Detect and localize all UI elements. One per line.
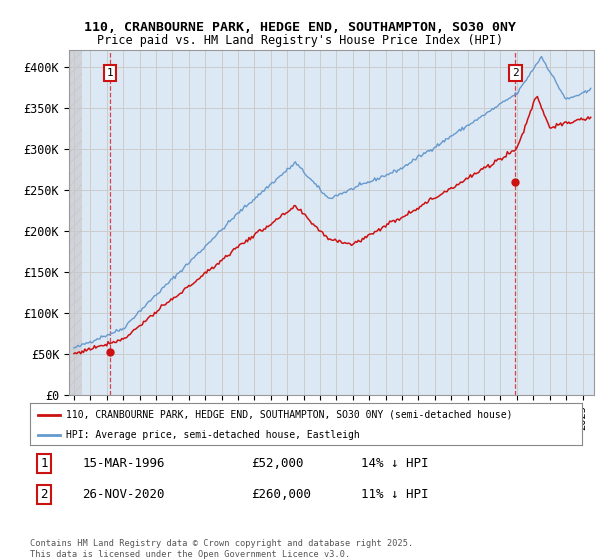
Text: 2: 2: [512, 68, 519, 78]
Text: 1: 1: [107, 68, 113, 78]
Text: HPI: Average price, semi-detached house, Eastleigh: HPI: Average price, semi-detached house,…: [66, 430, 359, 440]
Text: 110, CRANBOURNE PARK, HEDGE END, SOUTHAMPTON, SO30 0NY: 110, CRANBOURNE PARK, HEDGE END, SOUTHAM…: [84, 21, 516, 34]
Text: 26-NOV-2020: 26-NOV-2020: [82, 488, 165, 501]
Text: 110, CRANBOURNE PARK, HEDGE END, SOUTHAMPTON, SO30 0NY (semi-detached house): 110, CRANBOURNE PARK, HEDGE END, SOUTHAM…: [66, 409, 512, 419]
Text: £52,000: £52,000: [251, 457, 304, 470]
Text: 14% ↓ HPI: 14% ↓ HPI: [361, 457, 428, 470]
Text: 11% ↓ HPI: 11% ↓ HPI: [361, 488, 428, 501]
Text: Price paid vs. HM Land Registry's House Price Index (HPI): Price paid vs. HM Land Registry's House …: [97, 34, 503, 46]
Bar: [69, 50, 82, 395]
Text: Contains HM Land Registry data © Crown copyright and database right 2025.
This d: Contains HM Land Registry data © Crown c…: [30, 539, 413, 559]
Text: £260,000: £260,000: [251, 488, 311, 501]
Text: 2: 2: [40, 488, 47, 501]
Text: 15-MAR-1996: 15-MAR-1996: [82, 457, 165, 470]
Text: 1: 1: [40, 457, 47, 470]
